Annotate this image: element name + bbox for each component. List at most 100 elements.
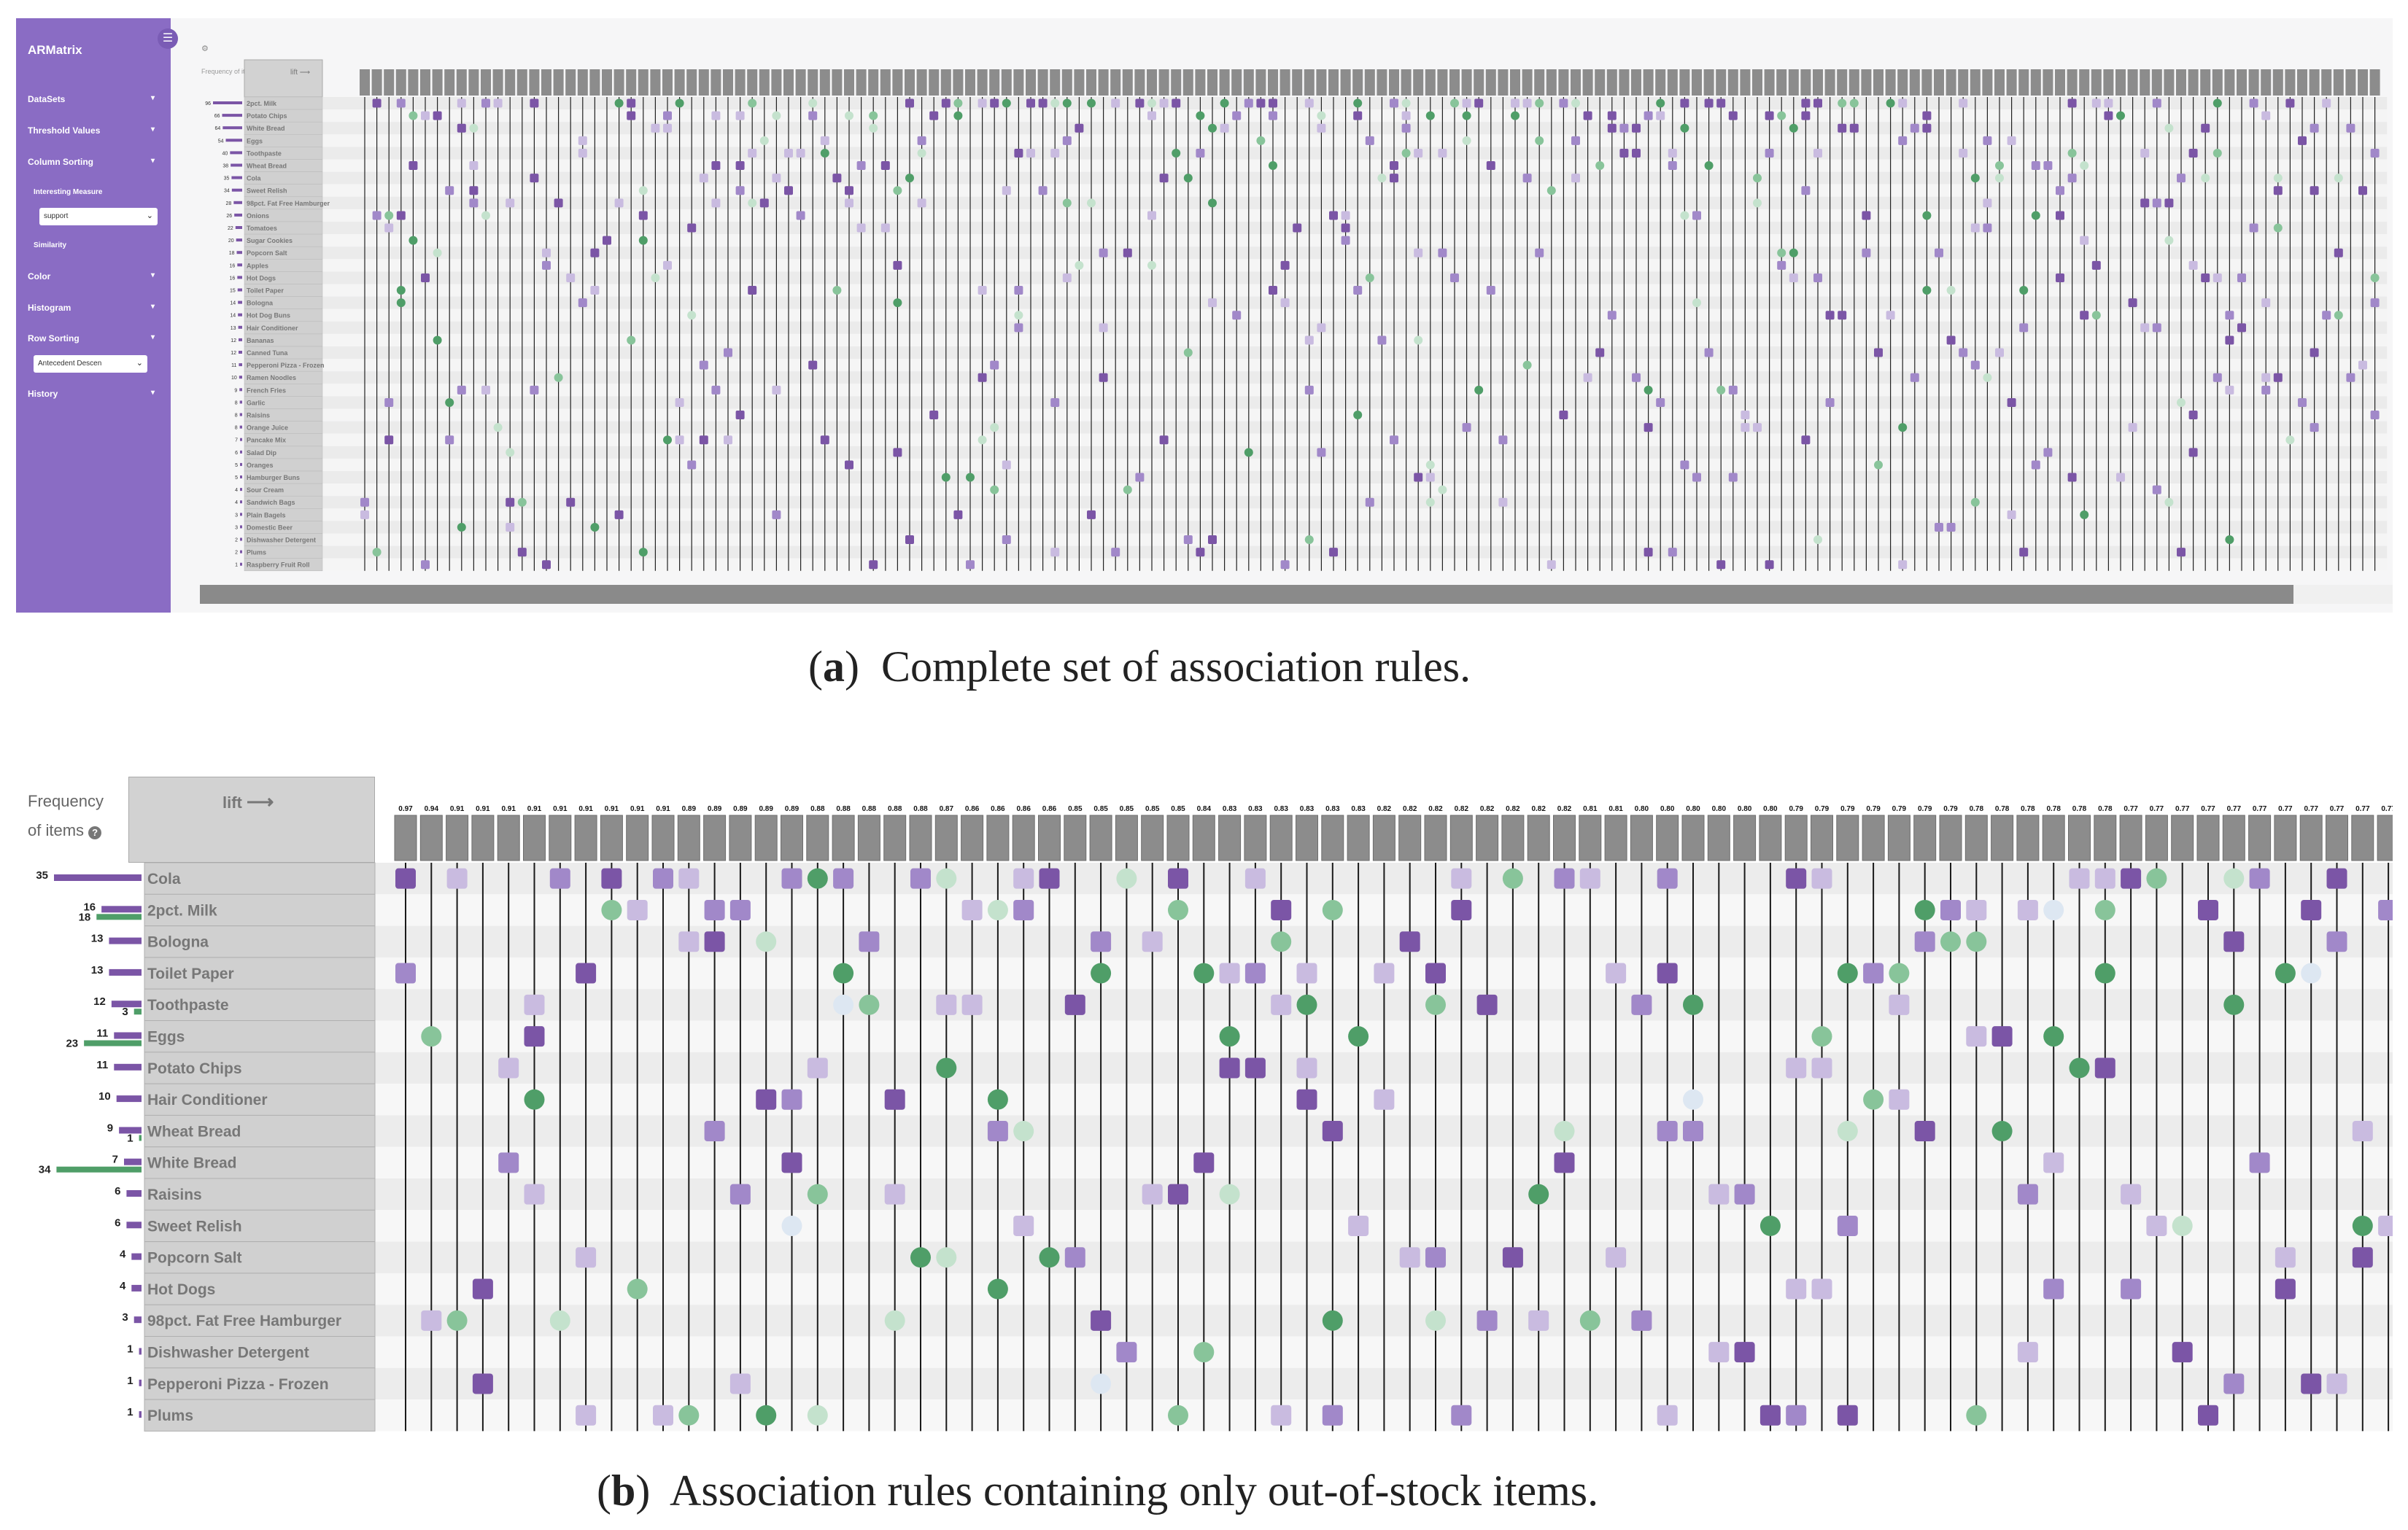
consequent-circle [638,236,648,245]
antecedent-square [1786,1405,1807,1426]
matrix-a-svg: ⚙Frequency of items lift ⟶2pct. Milk96Pot… [201,44,2388,572]
antecedent-square [360,510,369,519]
antecedent-square [704,931,725,952]
column-header-bar [444,69,455,96]
consequent-circle [1680,211,1689,220]
antecedent-square [395,868,416,889]
interesting-measure-select[interactable]: support ⌄ [39,208,158,225]
antecedent-square [1147,111,1156,120]
antecedent-square [524,1026,545,1047]
antecedent-square [1668,548,1677,557]
antecedent-square [884,1184,905,1205]
lift-value-label: 0.83 [1248,805,1263,813]
column-header-bar [1413,69,1424,96]
lift-value-label: 0.81 [1608,805,1623,813]
menu-icon[interactable]: ☰ [158,28,178,49]
antecedent-square [953,510,963,519]
antecedent-square [1414,473,1423,482]
antecedent-square [1050,148,1060,158]
column-header-bar [626,69,637,96]
frequency-bar [222,126,242,130]
consequent-circle [1680,123,1689,133]
antecedent-square [1863,963,1884,984]
consequent-circle [845,111,853,120]
antecedent-square [1970,223,1980,233]
antecedent-square [2237,273,2246,282]
column-header-bar [2171,815,2194,861]
sidebar-item-histogram[interactable]: Histogram ▾ [28,303,159,313]
column-header-bar [2196,815,2220,861]
scrollbar-thumb[interactable] [200,585,2293,604]
chevron-up-icon: ▾ [150,333,155,341]
antecedent-square [910,868,931,889]
lift-value-label: 0.87 [940,805,954,813]
lift-value-label: 0.77 [2175,805,2190,813]
column-header-bar [1340,69,1351,96]
column-header-bar [1192,815,1215,861]
frequency-value: 9 [107,1122,113,1134]
column-header-bar [1501,815,1525,861]
consequent-circle [433,335,442,345]
lift-value-label: 0.80 [1686,805,1700,813]
column-header-bar [2272,69,2283,96]
column-header-bar [857,815,880,861]
frequency-bar [109,968,142,976]
column-header-bar [1604,815,1627,861]
rule-matrix-a[interactable]: ⚙ Frequency of items lift ⟶ 2pct. Milk 96 Pot… [200,18,2393,602]
frequency-bar [238,325,242,329]
consequent-circle [936,1057,957,1079]
sidebar-item-label: Row Sorting [28,333,80,343]
matrix-row-band [322,433,2388,446]
consequent-circle [1970,174,1980,183]
column-header-bar [2094,815,2117,861]
lift-value-label: 0.79 [1943,805,1958,813]
antecedent-square [384,435,394,445]
info-icon[interactable]: ? [88,826,102,839]
consequent-circle [1269,161,1277,171]
item-label-cell [144,1114,376,1148]
frequency-bar [114,1063,142,1071]
antecedent-square [859,931,880,952]
column-header-bar [2274,815,2297,861]
consequent-circle [1183,348,1193,357]
antecedent-square [1728,473,1738,482]
antecedent-square [1606,963,1627,984]
consequent-circle [1271,931,1292,952]
column-header-bar [2016,815,2040,861]
column-header-bar [868,69,879,96]
consequent-circle [1002,98,1011,108]
antecedent-square [807,1057,828,1079]
sidebar-item-datasets[interactable]: DataSets ▾ [28,94,159,104]
antecedent-square [1026,98,1035,108]
item-label: Sugar Cookies [247,237,293,244]
sort-header[interactable]: lift ⟶ [128,777,375,863]
column-header-bar [729,815,752,861]
column-header-bar [1037,69,1048,96]
column-header-bar [1074,69,1085,96]
consequent-circle [1995,174,2004,183]
consequent-circle [1753,174,1762,183]
sidebar-item-row-sorting[interactable]: Row Sorting ▾ [28,333,159,343]
column-header-bar [2358,69,2368,96]
antecedent-square [2128,423,2137,432]
sidebar-item-column-sorting[interactable]: Column Sorting ▾ [28,157,159,167]
antecedent-square [1813,98,1822,108]
similarity-label[interactable]: Similarity [34,241,67,249]
column-header-bar [934,815,958,861]
sidebar-item-threshold[interactable]: Threshold Values ▾ [28,125,159,136]
row-sorting-select[interactable]: Antecedent Descen ⌄ [34,355,147,373]
consequent-circle [1425,1310,1446,1331]
antecedent-square [1269,111,1277,120]
consequent-circle [1062,198,1072,208]
consequent-circle [1123,485,1132,494]
column-header-bar [1347,815,1370,861]
antecedent-square [1013,868,1034,889]
sidebar-item-history[interactable]: History ▾ [28,389,159,399]
frequency-value: 40 [222,151,228,156]
antecedent-square [2237,323,2246,333]
column-header-bar [1296,815,1318,861]
sidebar-item-color[interactable]: Color ▾ [28,271,159,281]
lift-value-label: 0.80 [1635,805,1649,813]
consequent-circle [1091,1373,1112,1394]
antecedent-square [1619,148,1629,158]
